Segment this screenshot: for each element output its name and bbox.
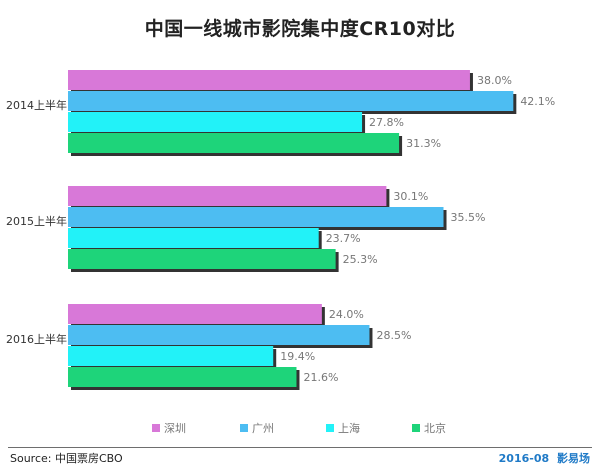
bar-广州-2016上半年 <box>68 325 370 345</box>
legend-swatch <box>152 424 160 432</box>
data-label: 38.0% <box>477 74 512 87</box>
legend-swatch <box>240 424 248 432</box>
category-label: 2014上半年 <box>6 98 67 112</box>
legend-swatch <box>326 424 334 432</box>
bar-北京-2014上半年 <box>68 133 400 153</box>
data-label: 19.4% <box>280 350 315 363</box>
bar-广州-2014上半年 <box>68 91 514 111</box>
bar-上海-2014上半年 <box>68 112 363 132</box>
brand-footer: 2016-08 影易场 <box>495 450 590 466</box>
brand-name: 影易场 <box>557 452 590 465</box>
data-label: 24.0% <box>329 308 364 321</box>
bar-深圳-2014上半年 <box>68 70 470 90</box>
chart-title: 中国一线城市影院集中度CR10对比 <box>144 18 456 40</box>
data-label: 30.1% <box>393 190 428 203</box>
bar-上海-2015上半年 <box>68 228 319 248</box>
data-label: 42.1% <box>520 95 555 108</box>
bar-上海-2016上半年 <box>68 346 274 366</box>
category-label: 2016上半年 <box>6 332 67 346</box>
bar-北京-2016上半年 <box>68 367 297 387</box>
bars-layer: 38.0% 42.1% 27.8%31.3% 30.1% 35.5% 23.7% 25.3%… <box>68 70 555 390</box>
bar-深圳-2015上半年 <box>68 186 387 206</box>
legend: 深圳 广州 上海 北京 <box>152 421 446 435</box>
data-label: 27.8% <box>369 116 404 129</box>
footer-divider <box>8 447 592 448</box>
legend-label: 深圳 <box>164 422 186 435</box>
bar-深圳-2016上半年 <box>68 304 322 324</box>
data-label: 23.7% <box>326 232 361 245</box>
data-label: 25.3% <box>343 253 378 266</box>
bar-北京-2015上半年 <box>68 249 336 269</box>
data-label: 21.6% <box>303 371 338 384</box>
report-date: 2016-08 <box>498 452 550 465</box>
legend-label: 上海 <box>338 421 360 435</box>
legend-swatch <box>412 424 420 432</box>
data-label: 35.5% <box>451 211 486 224</box>
category-labels: 2014上半年 2015上半年 2016上半年 <box>6 98 67 346</box>
data-label: 28.5% <box>376 329 411 342</box>
bar-广州-2015上半年 <box>68 207 444 227</box>
legend-label: 广州 <box>252 422 274 435</box>
category-label: 2015上半年 <box>6 214 67 228</box>
legend-label: 北京 <box>424 421 446 435</box>
source-note: Source: 中国票房CBO <box>10 452 123 465</box>
data-label: 31.3% <box>406 137 441 150</box>
